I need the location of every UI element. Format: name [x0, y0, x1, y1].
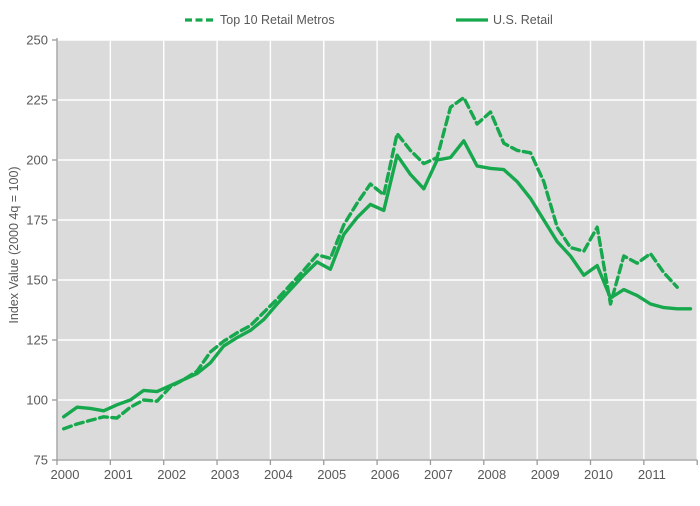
legend-item-top10: Top 10 Retail Metros: [184, 8, 335, 32]
x-tick-label: 2011: [638, 467, 666, 482]
x-tick-label: 2008: [477, 467, 506, 482]
y-tick-label: 150: [26, 273, 48, 288]
chart-legend: Top 10 Retail Metros U.S. Retail: [0, 8, 700, 34]
series-line-top10-metros: [62, 95, 679, 431]
y-tick-label: 100: [26, 393, 48, 408]
y-tick-label: 200: [26, 153, 48, 168]
x-tick-label: 2004: [264, 467, 293, 482]
legend-label-us-retail: U.S. Retail: [493, 13, 553, 27]
x-tick-label: 2001: [104, 467, 133, 482]
x-tick-label: 2000: [51, 467, 80, 482]
x-tick-label: 2002: [157, 467, 186, 482]
solid-line-sample-icon: [456, 18, 488, 22]
dashed-line-sample-icon: [185, 18, 215, 22]
y-tick-label: 175: [26, 213, 48, 228]
legend-item-us-retail: U.S. Retail: [455, 8, 553, 32]
series-line-us-retail: [62, 139, 693, 419]
x-tick-label: 2006: [371, 467, 400, 482]
x-tick-label: 2007: [424, 467, 453, 482]
y-tick-label: 125: [26, 333, 48, 348]
x-tick-label: 2005: [317, 467, 346, 482]
y-tick-label: 225: [26, 93, 48, 108]
y-tick-label: 75: [34, 453, 48, 468]
y-tick-label: 250: [26, 33, 48, 48]
x-tick-label: 2010: [584, 467, 613, 482]
y-axis-title: Index Value (2000 4q = 100): [7, 166, 21, 324]
legend-label-top10: Top 10 Retail Metros: [220, 13, 335, 27]
x-tick-label: 2003: [211, 467, 240, 482]
x-tick-label: 2009: [531, 467, 560, 482]
